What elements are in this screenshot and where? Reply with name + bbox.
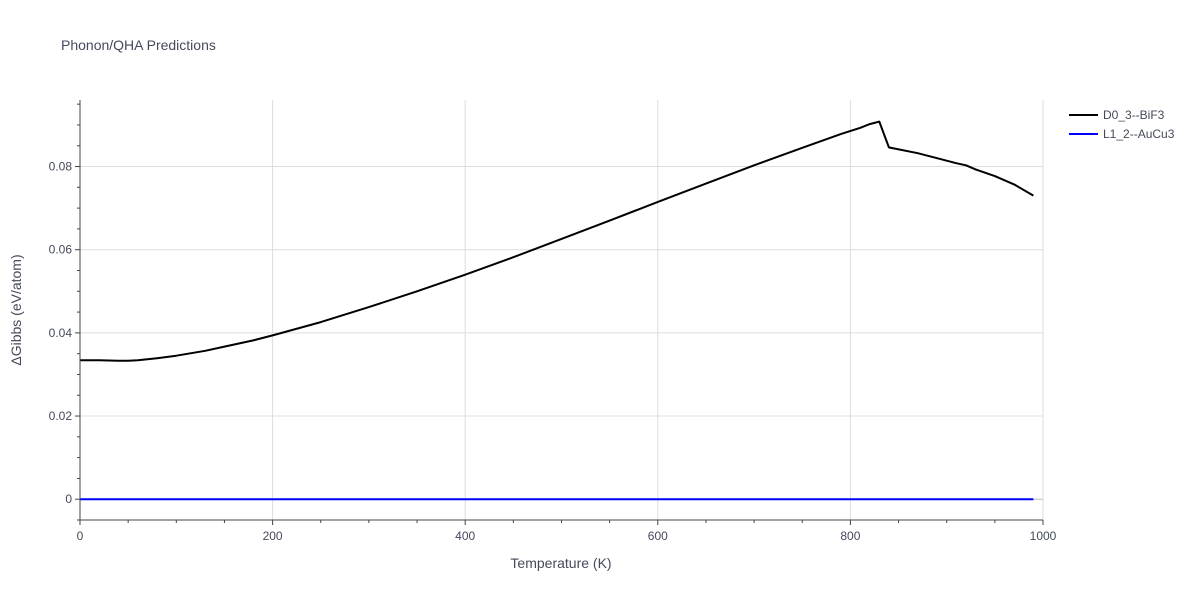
series-line-1 — [80, 120, 1034, 362]
x-tick-label: 800 — [840, 529, 860, 543]
legend-item[interactable]: L1_2--AuCu3 — [1069, 127, 1175, 141]
chart-title: Phonon/QHA Predictions — [61, 37, 216, 53]
y-tick-label: 0.02 — [49, 409, 73, 423]
y-tick-label: 0.06 — [49, 243, 73, 257]
axes: 0 200 400 600 800 1000 0 0.02 0.04 0.06 0.08 — [49, 100, 1057, 543]
y-tick-label: 0.04 — [49, 326, 73, 340]
y-axis-title: ΔGibbs (eV/atom) — [8, 254, 24, 365]
x-tick-label: 400 — [455, 529, 475, 543]
x-axis-title: Temperature (K) — [510, 555, 611, 571]
legend-label: L1_2--AuCu3 — [1103, 127, 1175, 141]
y-tick-label: 0 — [65, 492, 72, 506]
plot-area — [80, 120, 1034, 501]
x-tick-label: 200 — [263, 529, 283, 543]
x-tick-label: 600 — [648, 529, 668, 543]
grid — [80, 100, 1044, 520]
y-tick-label: 0.08 — [49, 160, 73, 174]
legend-label: D0_3--BiF3 — [1103, 108, 1165, 122]
x-tick-label: 1000 — [1030, 529, 1057, 543]
legend[interactable]: D0_3--BiF3 L1_2--AuCu3 — [1069, 108, 1175, 141]
legend-item[interactable]: D0_3--BiF3 — [1069, 108, 1165, 122]
x-tick-label: 0 — [77, 529, 84, 543]
